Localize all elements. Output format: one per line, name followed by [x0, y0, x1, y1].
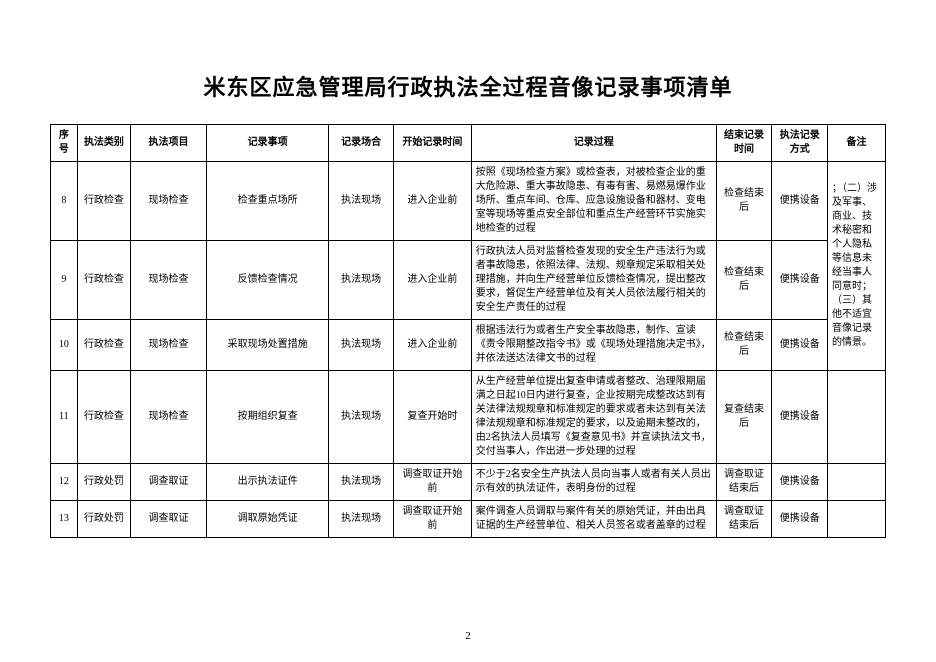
cell-category: 行政处罚 — [77, 501, 130, 538]
col-header-process: 记录过程 — [471, 125, 716, 162]
cell-seq: 13 — [51, 501, 78, 538]
cell-category: 行政检查 — [77, 371, 130, 464]
cell-method: 便携设备 — [772, 464, 828, 501]
cell-item: 调查取证 — [131, 501, 207, 538]
cell-category: 行政检查 — [77, 162, 130, 241]
cell-note-empty — [828, 501, 886, 538]
cell-seq: 9 — [51, 241, 78, 320]
cell-method: 便携设备 — [772, 501, 828, 538]
cell-end: 检查结束后 — [716, 162, 772, 241]
cell-end: 检查结束后 — [716, 241, 772, 320]
cell-method: 便携设备 — [772, 241, 828, 320]
cell-occasion: 执法现场 — [329, 371, 394, 464]
cell-matter: 按期组织复查 — [206, 371, 328, 464]
cell-seq: 8 — [51, 162, 78, 241]
col-header-seq: 序号 — [51, 125, 78, 162]
table-header-row: 序号 执法类别 执法项目 记录事项 记录场合 开始记录时间 记录过程 结束记录时… — [51, 125, 886, 162]
cell-matter: 反馈检查情况 — [206, 241, 328, 320]
table-row: 8 行政检查 现场检查 检查重点场所 执法现场 进入企业前 按照《现场检查方案》… — [51, 162, 886, 241]
cell-start: 进入企业前 — [393, 162, 471, 241]
cell-start: 进入企业前 — [393, 241, 471, 320]
cell-item: 现场检查 — [131, 320, 207, 371]
cell-seq: 11 — [51, 371, 78, 464]
records-table: 序号 执法类别 执法项目 记录事项 记录场合 开始记录时间 记录过程 结束记录时… — [50, 124, 886, 538]
cell-start: 调查取证开始前 — [393, 464, 471, 501]
cell-process: 按照《现场检查方案》或检查表，对被检查企业的重大危险源、重大事故隐患、有毒有害、… — [471, 162, 716, 241]
cell-method: 便携设备 — [772, 162, 828, 241]
table-row: 9 行政检查 现场检查 反馈检查情况 执法现场 进入企业前 行政执法人员对监督检… — [51, 241, 886, 320]
col-header-matter: 记录事项 — [206, 125, 328, 162]
cell-start: 调查取证开始前 — [393, 501, 471, 538]
cell-item: 调查取证 — [131, 464, 207, 501]
cell-note-empty — [828, 371, 886, 464]
col-header-method: 执法记录方式 — [772, 125, 828, 162]
cell-note-merged: ；（二）涉及军事、商业、技术秘密和个人隐私等信息未经当事人同意时；（三）其他不适… — [828, 162, 886, 371]
cell-end: 检查结束后 — [716, 320, 772, 371]
page-number: 2 — [0, 630, 936, 642]
cell-item: 现场检查 — [131, 162, 207, 241]
cell-matter: 出示执法证件 — [206, 464, 328, 501]
cell-occasion: 执法现场 — [329, 464, 394, 501]
cell-start: 进入企业前 — [393, 320, 471, 371]
cell-end: 调查取证结束后 — [716, 464, 772, 501]
col-header-item: 执法项目 — [131, 125, 207, 162]
cell-category: 行政检查 — [77, 320, 130, 371]
cell-process: 不少于2名安全生产执法人员向当事人或者有关人员出示有效的执法证件，表明身份的过程 — [471, 464, 716, 501]
table-body: 8 行政检查 现场检查 检查重点场所 执法现场 进入企业前 按照《现场检查方案》… — [51, 162, 886, 538]
document-page: 米东区应急管理局行政执法全过程音像记录事项清单 序号 执法类别 执法项目 记录事… — [0, 0, 936, 662]
cell-matter: 调取原始凭证 — [206, 501, 328, 538]
cell-matter: 检查重点场所 — [206, 162, 328, 241]
table-row: 13 行政处罚 调查取证 调取原始凭证 执法现场 调查取证开始前 案件调查人员调… — [51, 501, 886, 538]
col-header-note: 备注 — [828, 125, 886, 162]
cell-item: 现场检查 — [131, 241, 207, 320]
cell-end: 复查结束后 — [716, 371, 772, 464]
col-header-end: 结束记录时间 — [716, 125, 772, 162]
col-header-category: 执法类别 — [77, 125, 130, 162]
table-row: 10 行政检查 现场检查 采取现场处置措施 执法现场 进入企业前 根据违法行为或… — [51, 320, 886, 371]
cell-category: 行政处罚 — [77, 464, 130, 501]
col-header-start: 开始记录时间 — [393, 125, 471, 162]
cell-item: 现场检查 — [131, 371, 207, 464]
cell-occasion: 执法现场 — [329, 320, 394, 371]
cell-matter: 采取现场处置措施 — [206, 320, 328, 371]
cell-process: 从生产经营单位提出复查申请或者整改、治理限期届满之日起10日内进行复查，企业按期… — [471, 371, 716, 464]
cell-process: 根据违法行为或者生产安全事故隐患，制作、宣读《责令限期整改指令书》或《现场处理措… — [471, 320, 716, 371]
cell-seq: 12 — [51, 464, 78, 501]
cell-occasion: 执法现场 — [329, 241, 394, 320]
cell-end: 调查取证结束后 — [716, 501, 772, 538]
cell-occasion: 执法现场 — [329, 501, 394, 538]
cell-seq: 10 — [51, 320, 78, 371]
page-title: 米东区应急管理局行政执法全过程音像记录事项清单 — [50, 70, 886, 102]
cell-note-empty — [828, 464, 886, 501]
col-header-occasion: 记录场合 — [329, 125, 394, 162]
cell-occasion: 执法现场 — [329, 162, 394, 241]
cell-start: 复查开始时 — [393, 371, 471, 464]
cell-method: 便携设备 — [772, 371, 828, 464]
cell-process: 案件调查人员调取与案件有关的原始凭证，并由出具证据的生产经营单位、相关人员签名或… — [471, 501, 716, 538]
table-row: 12 行政处罚 调查取证 出示执法证件 执法现场 调查取证开始前 不少于2名安全… — [51, 464, 886, 501]
cell-category: 行政检查 — [77, 241, 130, 320]
cell-method: 便携设备 — [772, 320, 828, 371]
table-row: 11 行政检查 现场检查 按期组织复查 执法现场 复查开始时 从生产经营单位提出… — [51, 371, 886, 464]
cell-process: 行政执法人员对监督检查发现的安全生产违法行为或者事故隐患，依照法律、法规、规章规… — [471, 241, 716, 320]
